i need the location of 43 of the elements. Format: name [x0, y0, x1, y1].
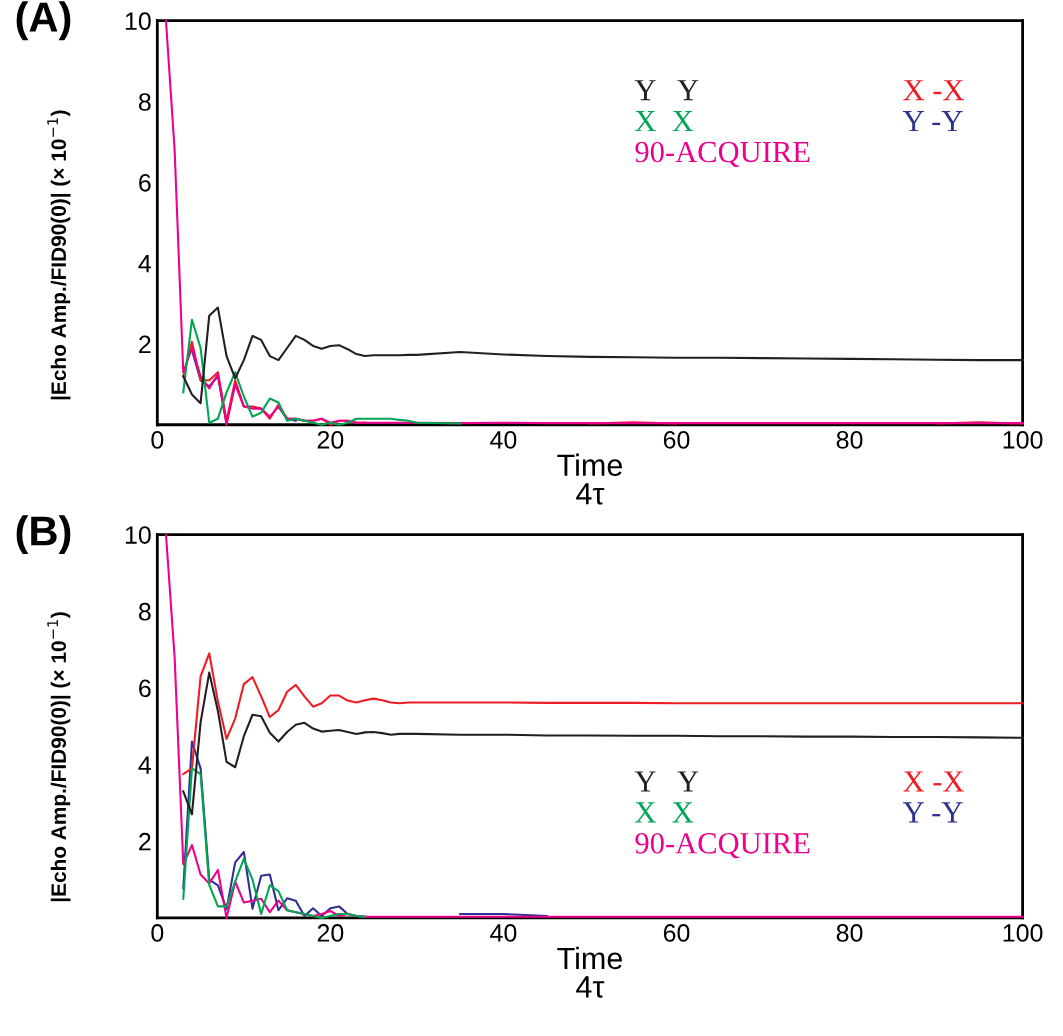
- y-tick-label: 4: [138, 756, 152, 774]
- line-series: [182, 767, 367, 919]
- x-tick-label: 80: [836, 924, 863, 942]
- text: Y -Y: [902, 111, 963, 132]
- x-tick-label: 100: [1003, 430, 1043, 449]
- chart-title: (B): [16, 515, 71, 554]
- x-axis-title: Time 4τ: [557, 453, 622, 505]
- x-tick-label: 80: [836, 430, 863, 449]
- y-axis-title: |Echo Amp./FID90(0)| (× 10$^{−1}$): [47, 612, 71, 902]
- y-tick-label: 8: [138, 93, 151, 111]
- chart-title: (A): [16, 1, 71, 41]
- line-series: [164, 19, 1024, 426]
- x-tick-label: 20: [317, 924, 344, 942]
- y-axis-title: |Echo Amp./FID90(0)| (× 10$^{−1}$): [47, 110, 71, 400]
- line-series: [164, 533, 1024, 919]
- text: X -X: [903, 771, 964, 792]
- series-label: 90-ACQUIRE: [635, 833, 810, 859]
- series-label: Y Y: [634, 771, 699, 792]
- y-tick-label: 8: [138, 602, 151, 621]
- y-tick-label: 10: [125, 12, 151, 31]
- line-series: [182, 306, 1024, 405]
- x-tick-label: 0: [151, 924, 164, 942]
- x-tick-label: 20: [317, 430, 344, 449]
- text: X -X: [903, 80, 964, 101]
- x-tick-label: 0: [151, 430, 164, 449]
- text: X X: [635, 802, 694, 823]
- x-tick-label: 60: [663, 924, 690, 942]
- x-tick-label: 60: [663, 430, 690, 449]
- y-tick-label: 6: [139, 679, 151, 698]
- y-tick-label: 6: [139, 173, 151, 192]
- x-tick-label: 100: [1003, 924, 1043, 942]
- x-axis-title: Time 4τ: [557, 946, 622, 998]
- text: X X: [635, 111, 694, 132]
- y-tick-label: 2: [139, 832, 151, 851]
- y-tick-label: 2: [139, 335, 151, 354]
- y-tick-label: 4: [138, 255, 152, 273]
- text: 90-ACQUIRE: [635, 141, 810, 168]
- text: Y -Y: [902, 802, 963, 823]
- x-tick-label: 40: [490, 924, 517, 942]
- line-series: [182, 318, 462, 426]
- text: Y Y: [634, 80, 699, 101]
- y-tick-label: 10: [125, 526, 151, 544]
- x-tick-label: 40: [490, 430, 517, 449]
